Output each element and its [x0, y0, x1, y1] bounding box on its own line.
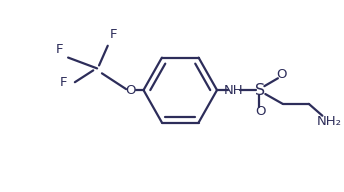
Text: NH₂: NH₂ [316, 115, 342, 128]
Text: O: O [277, 68, 287, 81]
Text: F: F [110, 28, 117, 41]
Text: F: F [56, 43, 63, 56]
Text: NH: NH [224, 84, 243, 97]
Text: F: F [60, 76, 67, 89]
Text: S: S [256, 83, 266, 98]
Text: O: O [126, 84, 136, 97]
Text: O: O [255, 105, 266, 118]
